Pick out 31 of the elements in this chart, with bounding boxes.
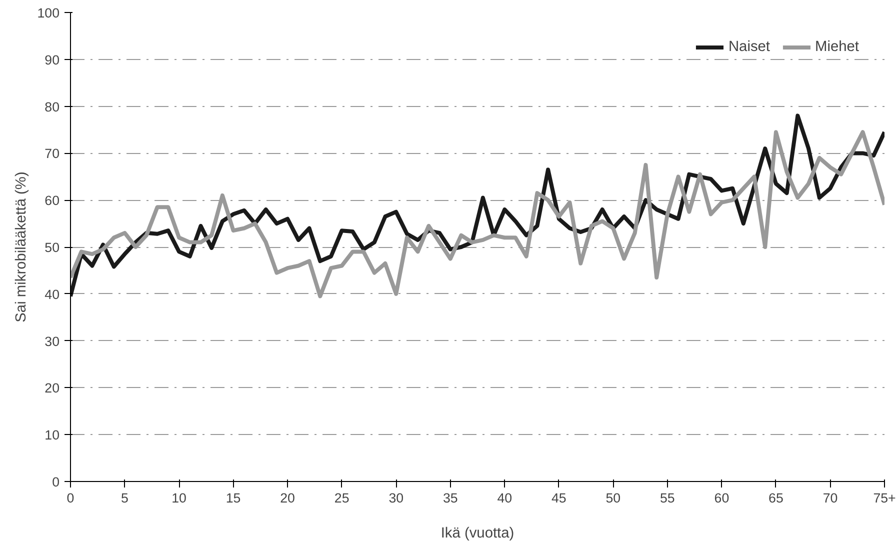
x-tick-label: 10 [172,490,186,506]
x-tick-label: 65 [768,490,784,506]
x-tick-label: 35 [442,490,458,506]
y-tick-label: 80 [44,99,60,114]
y-tick-label: 20 [44,380,60,396]
y-tick-label: 60 [44,193,60,208]
y-tick-label: 50 [44,240,60,255]
legend-label: Miehet [815,39,859,55]
x-axis-title: Ikä (vuotta) [440,526,514,542]
x-tick-label: 15 [226,490,241,506]
x-tick-label: 60 [714,490,730,506]
x-tick-label: 75+ [873,490,896,506]
y-tick-label: 0 [52,474,60,490]
x-tick-label: 30 [388,490,404,506]
y-tick-label: 40 [44,286,60,302]
x-tick-label: 5 [121,490,128,506]
x-tick-label: 25 [334,490,350,506]
y-tick-label: 100 [37,6,60,20]
y-tick-label: 30 [44,334,60,349]
x-tick-label: 20 [280,490,295,506]
y-tick-label: 90 [44,52,60,68]
x-tick-label: 0 [66,490,74,506]
x-tick-label: 55 [660,490,675,506]
y-tick-label: 70 [44,146,60,162]
y-axis-title: Sai mikrobilääkettä (%) [13,172,30,322]
legend-label: Naiset [728,39,770,55]
x-tick-label: 40 [497,490,512,506]
y-tick-label: 10 [44,428,60,443]
x-tick-label: 45 [551,490,566,506]
x-tick-label: 50 [606,490,621,506]
x-tick-label: 70 [822,490,838,506]
